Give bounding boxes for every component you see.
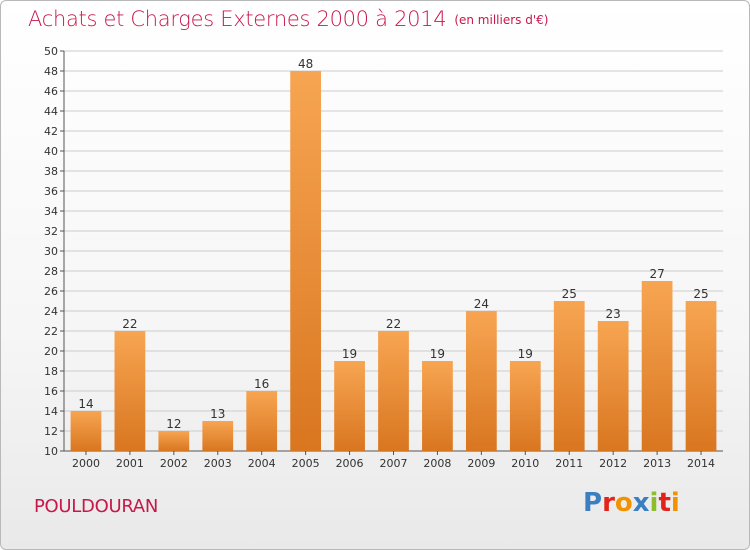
data-label: 48 xyxy=(298,57,313,71)
data-label: 25 xyxy=(562,287,577,301)
y-tick-label: 14 xyxy=(44,405,58,418)
bar xyxy=(246,391,278,451)
data-label: 19 xyxy=(518,347,533,361)
y-tick-label: 44 xyxy=(44,105,58,118)
y-tick-label: 18 xyxy=(44,365,58,378)
x-tick-label: 2011 xyxy=(555,457,583,470)
bar xyxy=(290,71,322,451)
bar xyxy=(202,421,234,451)
data-label: 23 xyxy=(606,307,621,321)
data-label: 22 xyxy=(386,317,401,331)
y-tick-label: 26 xyxy=(44,285,58,298)
x-tick-label: 2006 xyxy=(336,457,364,470)
y-tick-label: 30 xyxy=(44,245,58,258)
x-tick-label: 2005 xyxy=(292,457,320,470)
y-tick-label: 50 xyxy=(44,45,58,58)
title-unit: (en milliers d'€) xyxy=(454,13,549,27)
y-tick-label: 28 xyxy=(44,265,58,278)
x-tick-label: 2010 xyxy=(511,457,539,470)
bar xyxy=(114,331,146,451)
bar xyxy=(465,311,497,451)
title-main: Achats et Charges Externes 2000 à 2014 xyxy=(28,7,447,31)
logo-letter: i xyxy=(649,488,659,518)
bar xyxy=(378,331,409,451)
y-tick-label: 16 xyxy=(44,385,58,398)
bar xyxy=(158,431,190,451)
x-tick-label: 2000 xyxy=(72,457,100,470)
y-tick-label: 46 xyxy=(44,85,58,98)
x-tick-label: 2014 xyxy=(687,457,715,470)
bar xyxy=(685,301,717,451)
y-tick-label: 20 xyxy=(44,345,58,358)
x-tick-label: 2003 xyxy=(204,457,232,470)
y-tick-label: 32 xyxy=(44,225,58,238)
x-tick-label: 2013 xyxy=(643,457,671,470)
y-tick-label: 34 xyxy=(44,205,58,218)
data-label: 19 xyxy=(342,347,357,361)
y-tick-label: 42 xyxy=(44,125,58,138)
data-label: 16 xyxy=(254,377,269,391)
logo-letter: x xyxy=(632,488,650,518)
logo-letter: r xyxy=(602,488,615,518)
y-tick-label: 36 xyxy=(44,185,58,198)
commune-name: POULDOURAN xyxy=(34,496,158,517)
data-label: 22 xyxy=(122,317,137,331)
bar xyxy=(334,361,365,451)
logo-letter: i xyxy=(670,488,680,518)
logo-letter: P xyxy=(583,488,603,518)
data-label: 24 xyxy=(474,297,489,311)
proxiti-logo: Proxiti xyxy=(583,488,680,518)
bar xyxy=(553,301,585,451)
data-label: 13 xyxy=(210,407,225,421)
data-label: 14 xyxy=(78,397,93,411)
y-tick-label: 24 xyxy=(44,305,58,318)
x-tick-label: 2001 xyxy=(116,457,144,470)
y-tick-label: 48 xyxy=(44,65,58,78)
logo-letter: t xyxy=(658,488,671,518)
y-tick-label: 12 xyxy=(44,425,58,438)
x-tick-label: 2004 xyxy=(248,457,276,470)
x-tick-label: 2009 xyxy=(467,457,495,470)
bar xyxy=(641,281,673,451)
x-tick-label: 2002 xyxy=(160,457,188,470)
chart-title: Achats et Charges Externes 2000 à 2014 (e… xyxy=(28,7,548,31)
data-label: 12 xyxy=(166,417,181,431)
x-tick-label: 2012 xyxy=(599,457,627,470)
bar xyxy=(509,361,541,451)
y-tick-label: 38 xyxy=(44,165,58,178)
logo-letter: o xyxy=(614,488,633,518)
x-tick-label: 2007 xyxy=(380,457,408,470)
bar xyxy=(70,411,102,451)
data-label: 19 xyxy=(430,347,445,361)
y-tick-label: 40 xyxy=(44,145,58,158)
bar xyxy=(422,361,453,451)
data-label: 25 xyxy=(693,287,708,301)
data-label: 27 xyxy=(649,267,664,281)
bar xyxy=(597,321,629,451)
x-tick-label: 2008 xyxy=(423,457,451,470)
y-tick-label: 10 xyxy=(44,445,58,458)
y-tick-label: 22 xyxy=(44,325,58,338)
